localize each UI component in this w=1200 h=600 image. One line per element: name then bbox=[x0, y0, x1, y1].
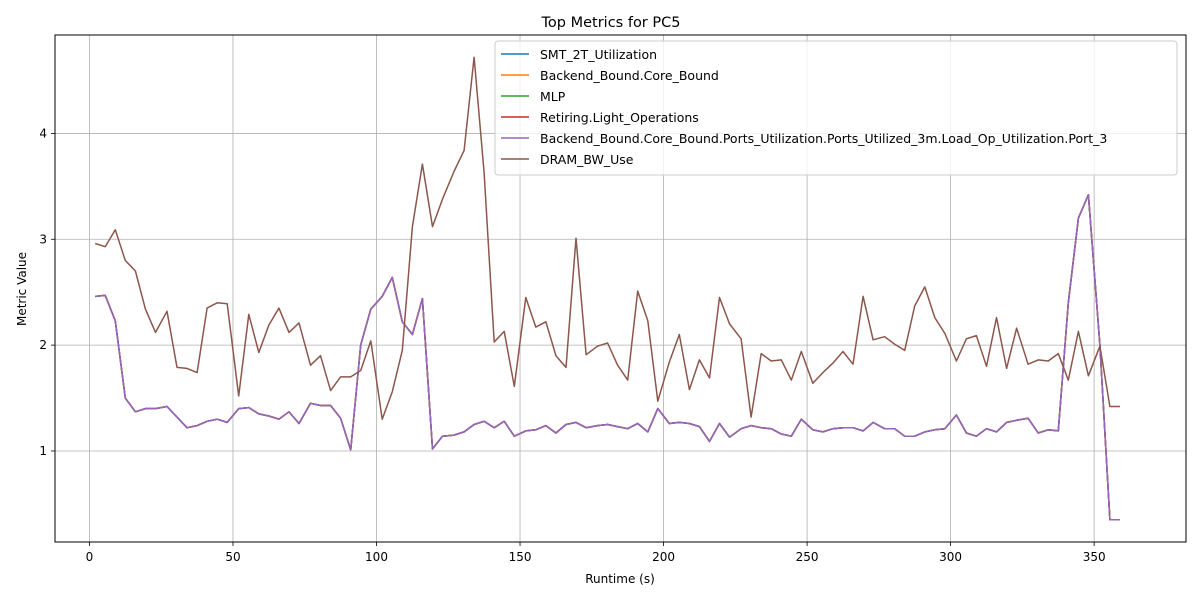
x-tick-label: 300 bbox=[939, 550, 962, 564]
x-axis-label: Runtime (s) bbox=[585, 572, 655, 586]
x-tick-label: 0 bbox=[86, 550, 94, 564]
x-tick-label: 200 bbox=[652, 550, 675, 564]
legend-label: MLP bbox=[540, 89, 566, 104]
series-lines bbox=[94, 56, 1120, 521]
x-tick-label: 250 bbox=[796, 550, 819, 564]
y-tick-label: 3 bbox=[39, 232, 47, 246]
plot-area-frame bbox=[54, 34, 1187, 543]
legend-label: DRAM_BW_Use bbox=[540, 152, 634, 167]
chart-title: Top Metrics for PC5 bbox=[541, 15, 681, 31]
y-tick-label: 4 bbox=[39, 126, 47, 140]
series-line bbox=[94, 56, 1120, 420]
x-tick-label: 50 bbox=[225, 550, 240, 564]
legend-label: Retiring.Light_Operations bbox=[540, 110, 699, 125]
y-axis-label: Metric Value bbox=[15, 252, 29, 326]
x-tick-label: 150 bbox=[509, 550, 532, 564]
x-axis: 0 50 100 150 200 250 300 350 bbox=[86, 542, 1106, 564]
legend-label: Backend_Bound.Core_Bound.Ports_Utilizati… bbox=[540, 131, 1107, 146]
legend-label: Backend_Bound.Core_Bound bbox=[540, 68, 719, 83]
y-tick-label: 1 bbox=[39, 444, 47, 458]
legend: SMT_2T_Utilization Backend_Bound.Core_Bou… bbox=[494, 40, 1178, 176]
legend-label: SMT_2T_Utilization bbox=[540, 47, 657, 62]
x-tick-label: 350 bbox=[1083, 550, 1106, 564]
legend-box bbox=[494, 40, 1178, 176]
y-axis: 1 2 3 4 bbox=[39, 126, 55, 458]
x-tick-label: 100 bbox=[365, 550, 388, 564]
y-tick-label: 2 bbox=[39, 338, 47, 352]
series-line bbox=[95, 194, 1120, 521]
